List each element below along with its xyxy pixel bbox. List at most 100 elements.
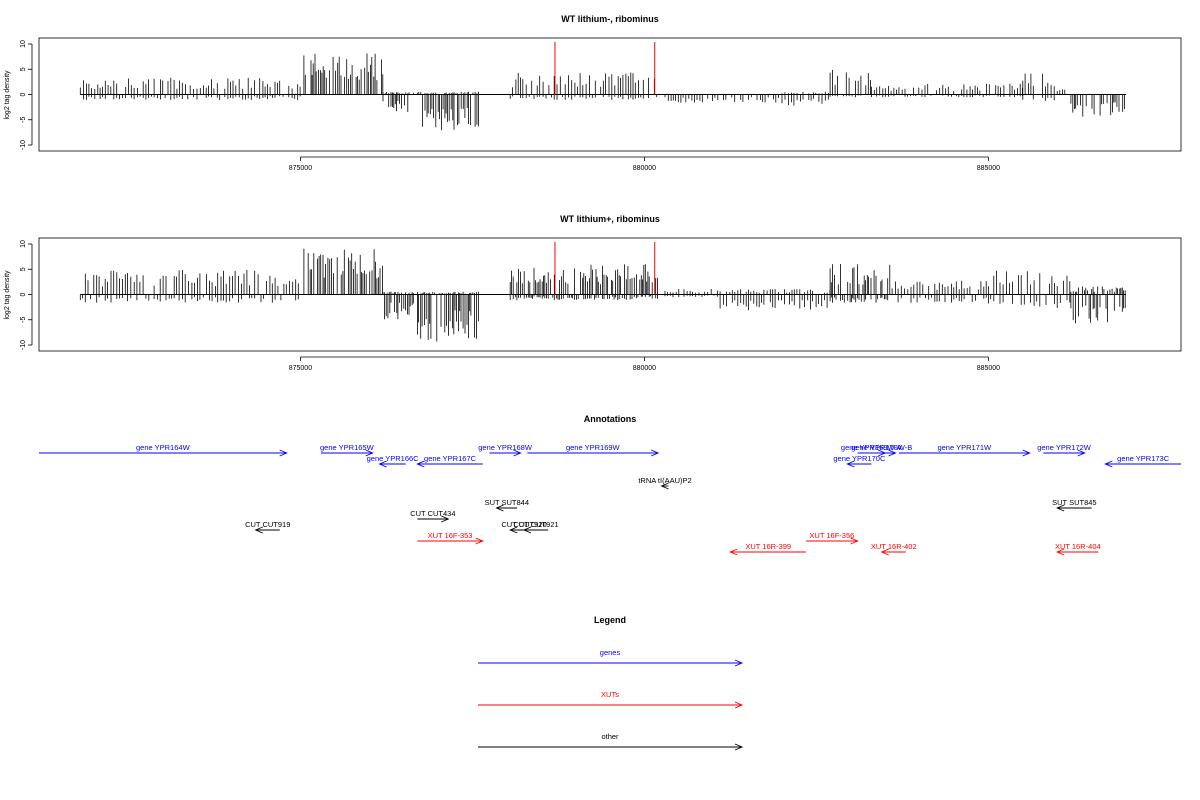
x-tick-label: 880000: [633, 165, 656, 172]
annotation-label: XUT 16F-356: [809, 531, 854, 540]
annotation-label: XUT 16R-399: [745, 542, 791, 551]
annotation-label: gene YPR166C: [367, 454, 420, 463]
x-tick-label: 875000: [289, 165, 312, 172]
annotation-label: gene YPR164W: [136, 443, 191, 452]
coverage-block: [829, 264, 891, 303]
coverage-block: [1070, 286, 1126, 324]
y-tick-label: -5: [20, 117, 27, 123]
y-tick-label: 0: [20, 92, 27, 96]
annotation-label: SUT SUT844: [485, 498, 529, 507]
annotation-gene: gene YPR170W-B: [851, 443, 912, 457]
annotation-label: gene YPR165W: [320, 443, 375, 452]
legend-entry-other: other: [478, 732, 744, 751]
plot-frame: [38, 237, 1182, 352]
x-tick-label: 880000: [633, 365, 656, 372]
legend-label: other: [601, 732, 619, 741]
annotation-xut: XUT 16F-353: [417, 531, 484, 545]
legend-label: genes: [600, 648, 621, 657]
y-tick-label: -10: [20, 340, 27, 350]
y-tick-label: -5: [20, 317, 27, 323]
annotation-label: CUT CUT434: [410, 509, 455, 518]
coverage-block: [509, 264, 658, 301]
annotation-label: XUT 16F-353: [428, 531, 473, 540]
coverage-block: [1022, 73, 1055, 101]
coverage-bars: [79, 241, 1126, 342]
x-tick-label: 875000: [289, 365, 312, 372]
coverage-block: [1070, 94, 1125, 117]
coverage-block: [829, 69, 871, 98]
annotation-label: gene YPR170W-B: [851, 443, 912, 452]
annotation-xut: XUT 16R-404: [1055, 542, 1101, 556]
coverage-block: [417, 291, 479, 342]
annotation-gene: gene YPR165W: [320, 443, 375, 457]
annotation-label: gene YPR168W: [478, 443, 533, 452]
annotation-gene: gene YPR173C: [1104, 454, 1181, 468]
coverage-block: [664, 94, 779, 103]
legend: Legend genes XUTs other: [478, 615, 744, 751]
annotation-label: CUT CUT920: [501, 520, 546, 529]
annotation-label: tRNA tI(AAU)P2: [638, 476, 691, 485]
annotation-label: gene YPR171W: [937, 443, 992, 452]
annotation-xut: XUT 16F-356: [806, 531, 859, 545]
annotation-label: gene YPR169W: [566, 443, 621, 452]
coverage-block: [79, 269, 299, 303]
y-axis: 10 5 0 -5 -10: [20, 40, 33, 150]
annotations-title: Annotations: [584, 414, 637, 424]
x-tick-label: 885000: [977, 165, 1000, 172]
coverage-block: [664, 289, 718, 298]
coverage-panel-lithium-plus: WT lithium+, ribominus log2 tag density …: [4, 214, 1182, 372]
annotation-xut: XUT 16R-402: [871, 542, 917, 556]
coverage-block: [891, 280, 987, 303]
annotation-gene: gene YPR164W: [39, 443, 288, 457]
coverage-block: [1056, 89, 1066, 95]
y-axis-label: log2 tag density: [4, 270, 11, 320]
coverage-block: [719, 289, 831, 311]
coverage-block: [382, 291, 414, 320]
annotation-other: SUT SUT844: [485, 498, 529, 512]
annotation-label: CUT CUT921: [513, 520, 558, 529]
annotation-gene: gene YPR172W: [1037, 443, 1092, 457]
panel-title: WT lithium-, ribominus: [561, 14, 659, 24]
legend-label: XUTs: [601, 690, 619, 699]
annotation-features: gene YPR164W gene YPR165W gene YPR166C gene…: [39, 443, 1181, 556]
legend-entries: genes XUTs other: [478, 648, 744, 751]
coverage-block: [303, 248, 383, 295]
annotation-gene: gene YPR167C: [416, 454, 483, 468]
annotation-label: CUT CUT919: [245, 520, 290, 529]
coverage-block: [303, 53, 384, 95]
annotations-track: Annotations gene YPR164W gene YPR165Wgene…: [39, 414, 1181, 556]
annotation-label: gene YPR172W: [1037, 443, 1092, 452]
y-tick-label: 10: [20, 240, 27, 248]
legend-entry-gene: genes: [478, 648, 744, 667]
annotation-gene: gene YPR169W: [527, 443, 660, 457]
annotation-gene: gene YPR170C: [833, 454, 886, 468]
legend-title: Legend: [594, 615, 626, 625]
coverage-block: [382, 92, 414, 112]
annotation-label: gene YPR173C: [1117, 454, 1170, 463]
annotation-label: gene YPR167C: [424, 454, 477, 463]
y-tick-label: 0: [20, 292, 27, 296]
annotation-label: gene YPR169W-A: [841, 443, 902, 452]
coverage-block: [509, 72, 658, 100]
y-tick-label: 5: [20, 267, 27, 271]
coverage-block: [871, 83, 1023, 98]
x-axis: 875000 880000 885000: [289, 356, 1000, 372]
annotation-other: CUT CUT919: [245, 520, 290, 534]
coverage-block: [79, 77, 301, 100]
plot-frame: [38, 37, 1182, 152]
annotation-label: SUT SUT845: [1052, 498, 1096, 507]
x-axis: 875000 880000 885000: [289, 156, 1000, 172]
y-axis-label: log2 tag density: [4, 70, 11, 120]
annotation-xut: XUT 16R-399: [729, 542, 807, 556]
panel-title: WT lithium+, ribominus: [560, 214, 660, 224]
coverage-panel-lithium-minus: WT lithium-, ribominus log2 tag density …: [4, 14, 1182, 172]
annotation-other: SUT SUT845: [1052, 498, 1097, 512]
coverage-bars: [79, 41, 1126, 131]
annotation-other: CUT CUT434: [410, 509, 456, 523]
annotation-gene: gene YPR166C: [367, 454, 420, 468]
annotation-other: CUT CUT921: [513, 520, 559, 534]
annotation-other: tRNA tI(AAU)P2: [638, 476, 692, 490]
x-tick-label: 885000: [977, 365, 1000, 372]
y-tick-label: 10: [20, 40, 27, 48]
